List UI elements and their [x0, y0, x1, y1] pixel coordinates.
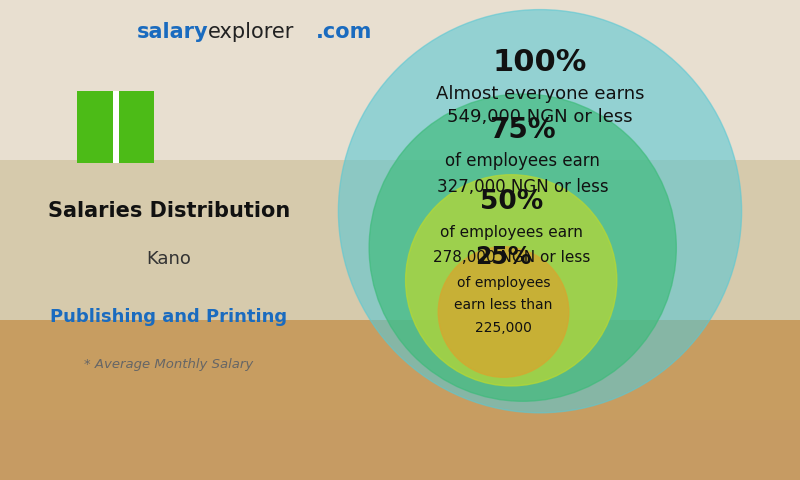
Circle shape [438, 247, 569, 377]
Text: 50%: 50% [479, 189, 543, 215]
Text: 25%: 25% [475, 245, 532, 269]
Circle shape [338, 10, 742, 413]
Circle shape [406, 175, 617, 386]
Text: 327,000 NGN or less: 327,000 NGN or less [437, 178, 609, 196]
Text: 75%: 75% [490, 116, 556, 144]
FancyBboxPatch shape [0, 0, 800, 160]
Text: 225,000: 225,000 [475, 321, 532, 336]
FancyBboxPatch shape [0, 320, 800, 420]
Text: salary: salary [136, 22, 208, 42]
Text: .com: .com [316, 22, 372, 42]
Text: Kano: Kano [146, 250, 191, 268]
Text: of employees earn: of employees earn [446, 152, 600, 170]
Circle shape [369, 94, 676, 401]
Text: * Average Monthly Salary: * Average Monthly Salary [84, 358, 254, 372]
Text: of employees earn: of employees earn [440, 225, 582, 240]
Text: explorer: explorer [208, 22, 294, 42]
Text: of employees: of employees [457, 276, 550, 290]
FancyBboxPatch shape [78, 91, 113, 163]
Text: 549,000 NGN or less: 549,000 NGN or less [447, 108, 633, 126]
Text: Publishing and Printing: Publishing and Printing [50, 308, 287, 326]
FancyBboxPatch shape [78, 91, 154, 163]
FancyBboxPatch shape [119, 91, 154, 163]
Text: 278,000 NGN or less: 278,000 NGN or less [433, 250, 590, 265]
Text: Almost everyone earns: Almost everyone earns [436, 85, 644, 103]
Text: Salaries Distribution: Salaries Distribution [48, 201, 290, 221]
FancyBboxPatch shape [0, 160, 800, 320]
Text: 100%: 100% [493, 48, 587, 77]
Text: earn less than: earn less than [454, 298, 553, 312]
FancyBboxPatch shape [0, 320, 800, 480]
